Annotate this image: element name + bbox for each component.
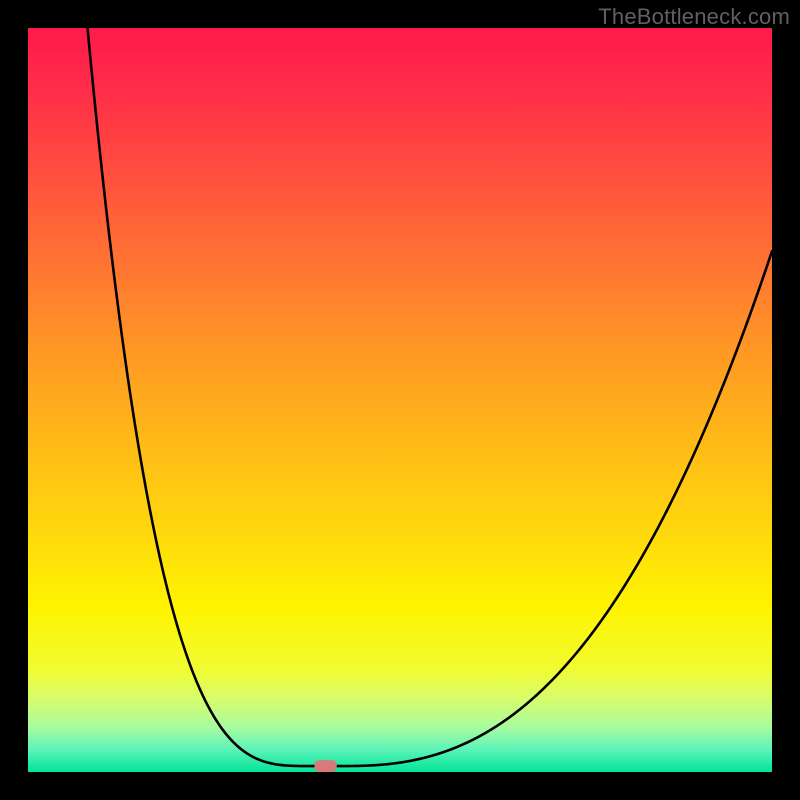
plot-gradient-background bbox=[28, 28, 772, 772]
watermark-text: TheBottleneck.com bbox=[598, 4, 790, 30]
bottleneck-curve-chart bbox=[0, 0, 800, 800]
optimum-marker bbox=[314, 760, 336, 772]
chart-container: TheBottleneck.com bbox=[0, 0, 800, 800]
